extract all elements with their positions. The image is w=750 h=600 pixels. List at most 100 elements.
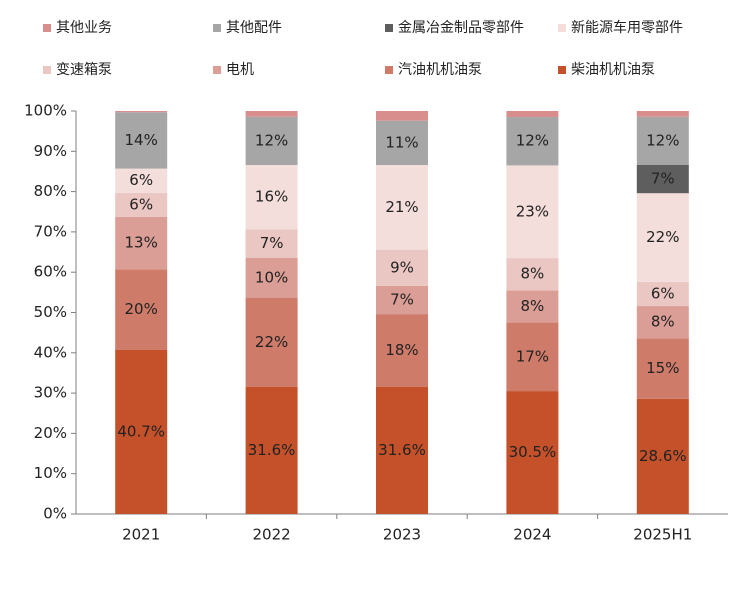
data-label: 10% <box>255 268 288 286</box>
data-label: 12% <box>516 132 549 150</box>
bar-segment <box>115 349 168 514</box>
legend-label: 其他配件 <box>226 20 282 36</box>
bar-segment <box>636 338 689 399</box>
data-label: 40.7% <box>117 422 165 440</box>
x-tick-label: 2021 <box>122 526 160 544</box>
data-label: 9% <box>390 258 414 276</box>
legend-item: 变速箱泵 <box>43 62 112 78</box>
bar-segment <box>376 386 428 514</box>
data-labels: 40.7% 20% 13% 6% 6% 14% 31.6% 22% 10% 7% 16% 12% 31.… <box>117 131 686 465</box>
legend-swatch <box>213 24 221 32</box>
y-tick-label: 20% <box>34 424 67 442</box>
bar-segment <box>636 281 689 307</box>
y-tick-label: 90% <box>34 142 67 160</box>
data-label: 21% <box>385 198 418 216</box>
x-tick-label: 2025H1 <box>633 526 692 544</box>
data-label: 13% <box>125 234 158 252</box>
bar-segment <box>245 229 298 258</box>
bar-segment <box>636 306 689 339</box>
data-label: 20% <box>125 300 158 318</box>
data-label: 28.6% <box>639 447 687 465</box>
y-tick-label: 0% <box>43 505 67 523</box>
data-label: 7% <box>651 170 675 188</box>
y-tick-label: 60% <box>34 263 67 281</box>
bar-segment <box>376 249 428 286</box>
legend-swatch <box>43 66 51 74</box>
legend-label: 电机 <box>226 62 254 78</box>
legend-swatch <box>558 66 566 74</box>
legend-label: 其他业务 <box>56 20 112 36</box>
legend-swatch <box>213 66 221 74</box>
data-label: 12% <box>646 131 679 149</box>
bar-segment <box>245 111 298 117</box>
bar-segment <box>506 258 559 291</box>
data-label: 6% <box>651 284 675 302</box>
x-tick-label: 2023 <box>383 526 421 544</box>
bar-segment <box>506 290 559 323</box>
bar-segment <box>376 120 428 166</box>
bar-segment <box>245 116 298 166</box>
data-label: 16% <box>255 188 288 206</box>
legend-item: 汽油机机油泵 <box>385 62 482 78</box>
data-label: 6% <box>129 195 153 213</box>
data-label: 7% <box>260 234 284 252</box>
bar-segment <box>376 165 428 250</box>
legend-swatch <box>43 24 51 32</box>
bar-segment <box>636 398 689 514</box>
y-tick-label: 50% <box>34 303 67 321</box>
bar-segment <box>376 285 428 315</box>
data-label: 11% <box>385 133 418 151</box>
legend-label: 汽油机机油泵 <box>398 62 482 78</box>
bar-segment <box>376 314 428 387</box>
bar-segment <box>115 111 168 113</box>
legend-item: 电机 <box>213 62 254 78</box>
y-tick-label: 100% <box>24 102 67 120</box>
bar-segment <box>376 111 428 121</box>
legend-item: 柴油机机油泵 <box>558 62 655 78</box>
bar-segment <box>636 111 689 117</box>
data-label: 14% <box>125 131 158 149</box>
legend-label: 柴油机机油泵 <box>571 62 655 78</box>
bar-segment <box>245 257 298 298</box>
data-label: 18% <box>385 341 418 359</box>
data-label: 22% <box>646 228 679 246</box>
y-tick-label: 70% <box>34 222 67 240</box>
bar-segment <box>115 216 168 270</box>
bar-segment <box>636 193 689 282</box>
legend-swatch <box>385 24 393 32</box>
data-label: 31.6% <box>248 441 296 459</box>
x-tick-label: 2022 <box>253 526 291 544</box>
data-label: 12% <box>255 131 288 149</box>
legend-item: 金属冶金制品零部件 <box>385 20 524 36</box>
data-label: 31.6% <box>378 441 426 459</box>
bar-segment <box>506 391 559 514</box>
x-tick-label: 2024 <box>513 526 551 544</box>
y-tick-label: 40% <box>34 343 67 361</box>
bars <box>115 111 689 514</box>
bar-segment <box>636 165 689 194</box>
axes: 0% 10% 20% 30% 40% 50% 60% 70% 80% 90% 100% 2021 202… <box>24 102 728 544</box>
legend-item: 其他业务 <box>43 20 112 36</box>
bar-segment <box>245 165 298 230</box>
bar-segment <box>115 192 168 217</box>
bar-segment <box>115 269 168 350</box>
legend-swatch <box>385 66 393 74</box>
bar-segment <box>115 168 168 193</box>
bar-segment <box>636 116 689 166</box>
legend-label: 新能源车用零部件 <box>571 19 683 36</box>
bar-segment <box>506 165 559 259</box>
data-label: 15% <box>646 359 679 377</box>
data-label: 22% <box>255 333 288 351</box>
bar-segment <box>115 112 168 169</box>
bar-segment <box>245 297 298 387</box>
y-tick-label: 10% <box>34 464 67 482</box>
data-label: 6% <box>129 171 153 189</box>
data-label: 23% <box>516 202 549 220</box>
legend-label: 金属冶金制品零部件 <box>398 20 524 36</box>
legend-item: 新能源车用零部件 <box>558 19 683 36</box>
legend-label: 变速箱泵 <box>56 62 112 78</box>
data-label: 17% <box>516 347 549 365</box>
data-label: 8% <box>521 265 545 283</box>
bar-segment <box>506 322 559 392</box>
